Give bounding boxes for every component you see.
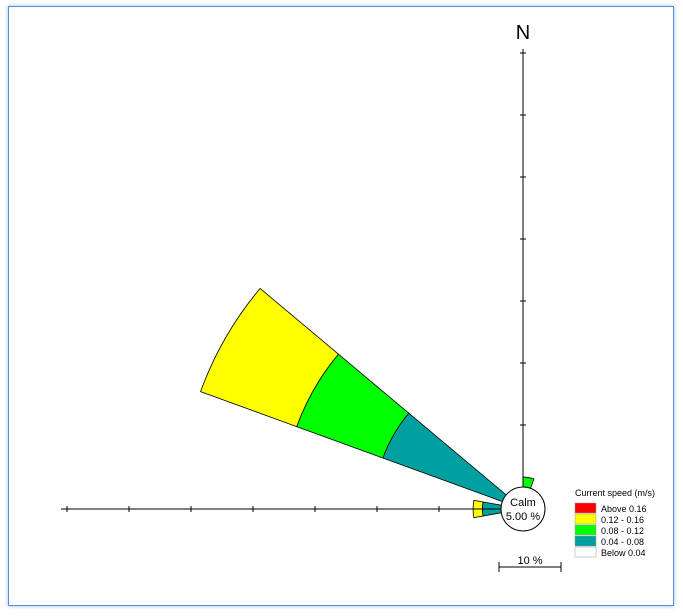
chart-frame: N Calm 5.00 % 10 % Current speed (m/s) A…: [8, 6, 674, 606]
legend-swatch: [574, 502, 597, 514]
legend: Current speed (m/s) Above 0.160.12 - 0.1…: [574, 488, 655, 558]
legend-title: Current speed (m/s): [575, 488, 655, 498]
wind-rose-chart: N Calm 5.00 % 10 % Current speed (m/s) A…: [61, 22, 655, 572]
legend-label: 0.12 - 0.16: [601, 515, 644, 525]
calm-value: 5.00 %: [506, 511, 540, 523]
legend-label: 0.04 - 0.08: [601, 537, 644, 547]
legend-swatch: [574, 535, 597, 547]
legend-label: Below 0.04: [601, 548, 646, 558]
legend-swatch: [574, 546, 597, 558]
legend-label: 0.08 - 0.12: [601, 526, 644, 536]
legend-swatch: [574, 513, 597, 525]
calm-label: Calm: [510, 497, 536, 509]
legend-label: Above 0.16: [601, 504, 647, 514]
scale-bar: 10 %: [498, 555, 562, 572]
sector-300-bin-0: [382, 412, 524, 510]
sectors-group: [200, 287, 535, 519]
calm-circle: Calm 5.00 %: [500, 486, 546, 532]
north-label: N: [516, 22, 530, 44]
legend-swatch: [574, 524, 597, 536]
scale-label: 10 %: [517, 555, 542, 567]
axes-group: [61, 49, 526, 512]
sector-300-bin-2: [200, 287, 340, 428]
